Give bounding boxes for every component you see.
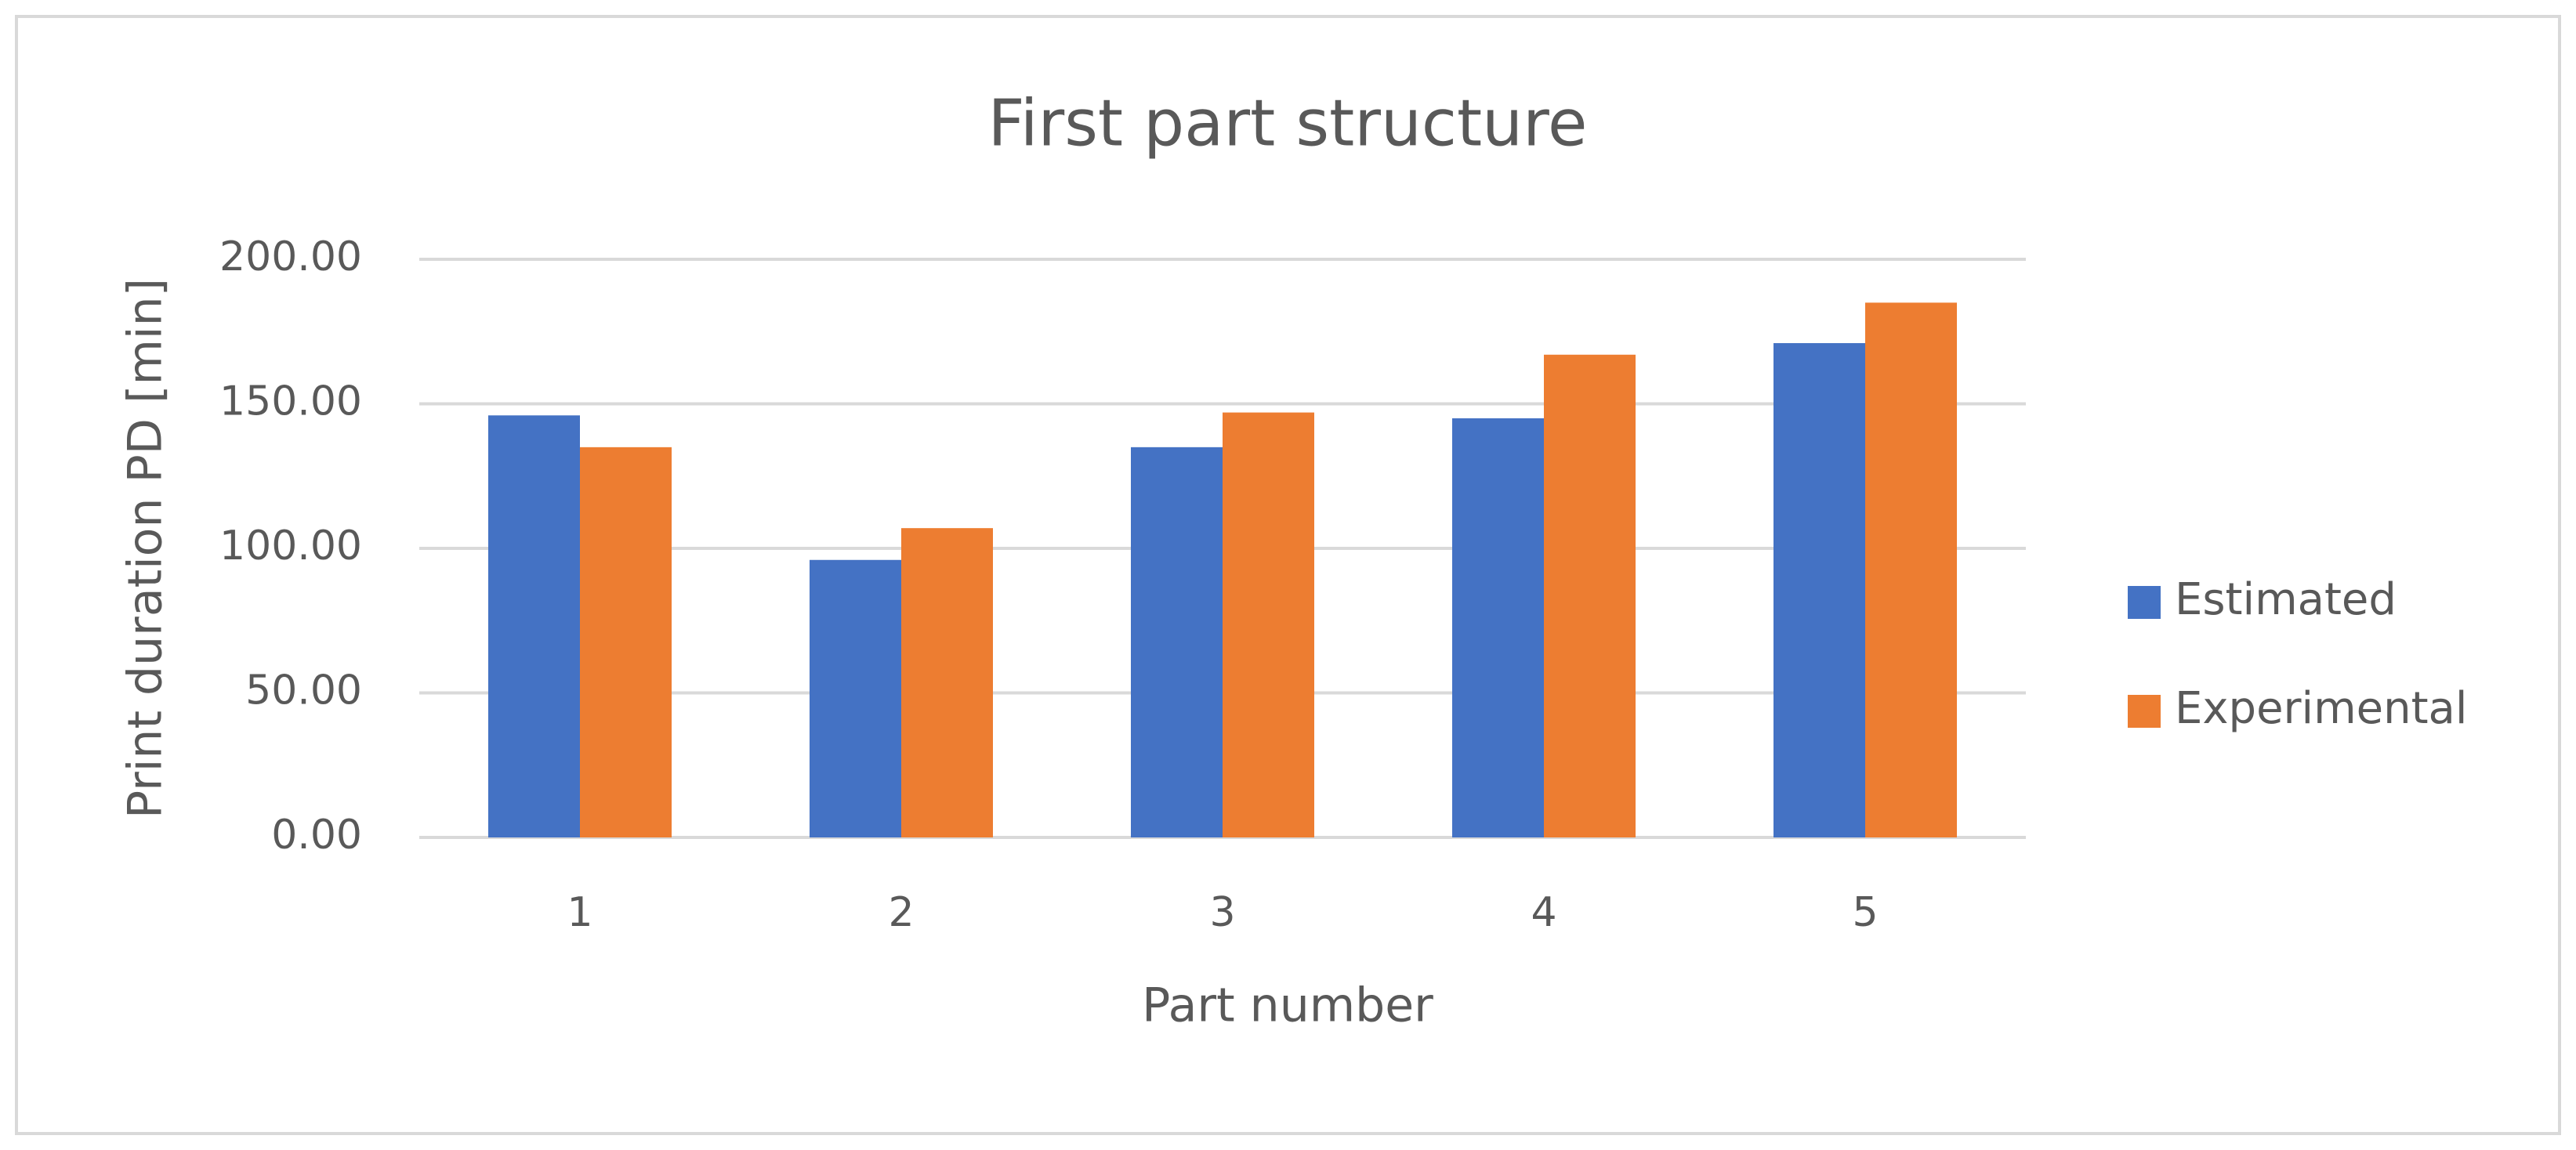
- x-axis-label: Part number: [1142, 978, 1433, 1033]
- x-tick-label: 4: [1531, 889, 1556, 936]
- bar: [810, 559, 901, 837]
- bar: [580, 447, 672, 837]
- x-tick-label: 5: [1852, 889, 1878, 936]
- x-tick-label: 2: [888, 889, 914, 936]
- y-tick-label: 200.00: [219, 233, 362, 280]
- legend-label: Experimental: [2175, 683, 2467, 734]
- legend-swatch: [2128, 695, 2161, 728]
- chart-title: First part structure: [988, 86, 1588, 161]
- y-tick-label: 100.00: [219, 523, 362, 570]
- y-tick-label: 0.00: [271, 812, 362, 859]
- bar: [1544, 354, 1636, 837]
- bar: [1865, 302, 1957, 838]
- bar: [1452, 418, 1544, 837]
- legend-swatch: [2128, 586, 2161, 619]
- bar: [1131, 447, 1223, 837]
- x-tick-label: 3: [1209, 889, 1235, 936]
- bar: [488, 415, 580, 837]
- bar: [901, 528, 993, 837]
- y-axis-label: Print duration PD [min]: [118, 278, 173, 819]
- y-tick-label: 50.00: [245, 667, 362, 714]
- bar: [1773, 343, 1865, 837]
- bar: [1223, 412, 1314, 837]
- x-tick-label: 1: [567, 889, 592, 936]
- y-tick-label: 150.00: [219, 378, 362, 425]
- legend-label: Estimated: [2175, 574, 2397, 625]
